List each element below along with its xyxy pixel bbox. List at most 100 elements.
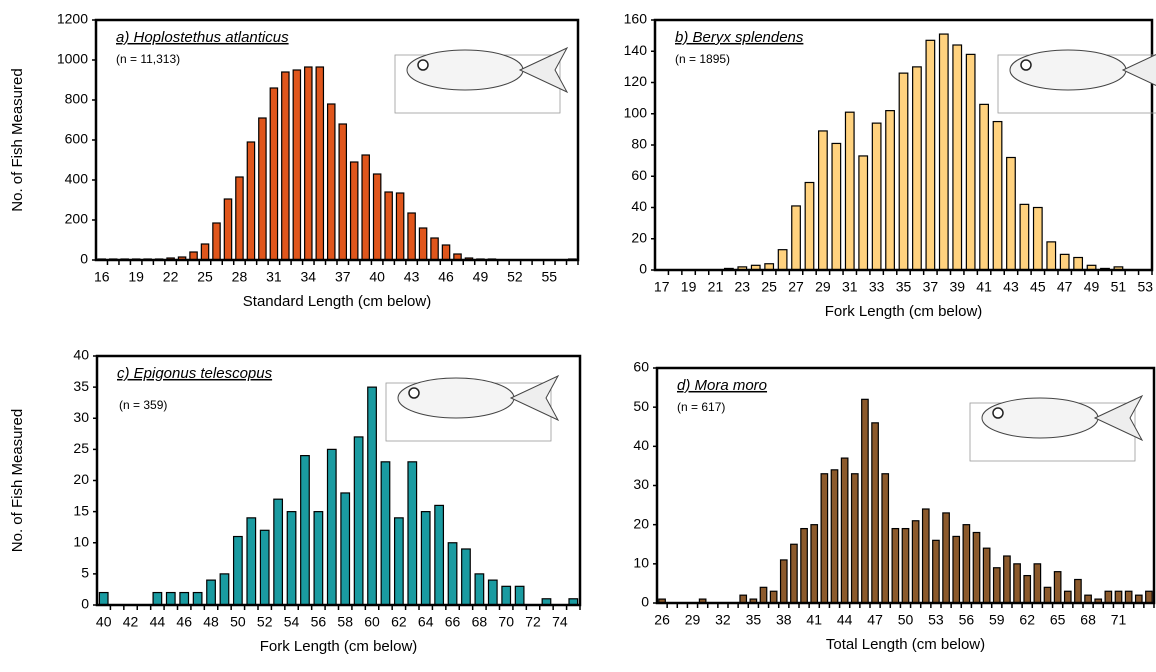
bar bbox=[407, 461, 418, 606]
x-tick-label: 56 bbox=[311, 614, 327, 630]
bar bbox=[871, 422, 879, 604]
bar bbox=[790, 543, 798, 604]
bar bbox=[200, 243, 210, 261]
x-axis-label: Fork Length (cm below) bbox=[825, 303, 983, 320]
sample-size: (n = 11,313) bbox=[116, 52, 180, 66]
x-tick-label: 37 bbox=[335, 269, 351, 285]
x-tick-label: 72 bbox=[525, 614, 541, 630]
bar bbox=[232, 535, 243, 606]
fish-tail bbox=[518, 46, 569, 94]
x-tick-label: 21 bbox=[708, 279, 724, 295]
bar bbox=[292, 69, 302, 261]
bar bbox=[315, 66, 325, 261]
x-tick-label: 26 bbox=[654, 612, 670, 628]
bar bbox=[219, 573, 230, 606]
bar bbox=[901, 527, 910, 604]
bar bbox=[1059, 253, 1070, 271]
bar bbox=[246, 517, 257, 606]
x-tick-label: 44 bbox=[150, 614, 166, 630]
x-tick-label: 46 bbox=[176, 614, 192, 630]
x-tick-label: 25 bbox=[197, 269, 213, 285]
bar bbox=[759, 586, 768, 604]
bar bbox=[942, 512, 950, 604]
bar bbox=[861, 398, 869, 604]
x-tick-label: 43 bbox=[404, 269, 420, 285]
y-tick-label: 35 bbox=[73, 378, 89, 394]
bar bbox=[514, 585, 525, 606]
x-tick-label: 74 bbox=[552, 614, 568, 630]
y-tick-label: 100 bbox=[624, 104, 648, 120]
x-tick-label: 65 bbox=[1050, 612, 1066, 628]
plot-frame bbox=[653, 18, 1154, 272]
x-tick-label: 38 bbox=[776, 612, 792, 628]
bar bbox=[326, 448, 337, 606]
y-tick-label: 0 bbox=[81, 596, 89, 612]
bar bbox=[831, 142, 842, 271]
bar bbox=[912, 66, 922, 271]
y-tick-label: 20 bbox=[633, 515, 649, 531]
y-tick-label: 120 bbox=[624, 73, 648, 89]
bar bbox=[898, 72, 909, 271]
x-tick-label: 62 bbox=[391, 614, 407, 630]
plot-frame bbox=[95, 354, 582, 607]
bar bbox=[447, 542, 458, 606]
y-tick-label: 20 bbox=[631, 229, 647, 245]
bar bbox=[212, 222, 221, 261]
bar bbox=[1046, 241, 1057, 271]
bar bbox=[982, 547, 991, 604]
bar bbox=[932, 539, 940, 604]
x-tick-label: 33 bbox=[869, 279, 885, 295]
y-tick-label: 600 bbox=[65, 131, 89, 147]
x-tick-label: 25 bbox=[761, 279, 777, 295]
bar bbox=[246, 141, 256, 261]
bar bbox=[1043, 586, 1052, 604]
x-axis-label: Total Length (cm below) bbox=[826, 636, 985, 653]
y-tick-label: 30 bbox=[633, 476, 649, 492]
y-tick-label: 20 bbox=[73, 471, 89, 487]
x-axis-label: Fork Length (cm below) bbox=[260, 638, 418, 655]
bar bbox=[972, 531, 981, 604]
x-tick-label: 34 bbox=[301, 269, 317, 285]
panel-title: a) Hoplostethus atlanticus bbox=[116, 29, 289, 46]
bar bbox=[800, 527, 808, 604]
x-tick-label: 35 bbox=[896, 279, 912, 295]
y-tick-label: 1200 bbox=[57, 11, 88, 27]
bar bbox=[871, 122, 882, 271]
x-tick-label: 64 bbox=[418, 614, 434, 630]
x-tick-label: 22 bbox=[163, 269, 179, 285]
bar bbox=[235, 176, 244, 261]
x-tick-label: 28 bbox=[232, 269, 248, 285]
bar bbox=[1033, 563, 1042, 604]
x-tick-label: 16 bbox=[94, 269, 110, 285]
panel-title: b) Beryx splendens bbox=[675, 29, 804, 46]
fish-eye bbox=[417, 59, 429, 71]
x-tick-label: 31 bbox=[842, 279, 858, 295]
bar bbox=[349, 161, 359, 261]
x-tick-label: 66 bbox=[445, 614, 461, 630]
bar bbox=[1019, 203, 1030, 271]
bar bbox=[885, 110, 895, 271]
bar bbox=[911, 520, 920, 604]
bar bbox=[769, 590, 778, 604]
bar bbox=[992, 120, 1003, 271]
bar bbox=[393, 517, 404, 606]
bar bbox=[420, 511, 431, 606]
fish-eye bbox=[1020, 59, 1032, 71]
bar bbox=[810, 524, 819, 604]
fish-illustration bbox=[997, 49, 1156, 114]
bar bbox=[1063, 590, 1072, 604]
panel-title: c) Epigonus telescopus bbox=[117, 365, 273, 382]
y-tick-label: 400 bbox=[65, 171, 89, 187]
fish-illustration bbox=[394, 46, 569, 114]
x-tick-label: 46 bbox=[438, 269, 454, 285]
y-tick-label: 140 bbox=[624, 42, 648, 58]
x-axis-label: Standard Length (cm below) bbox=[243, 293, 431, 310]
y-tick-label: 0 bbox=[641, 594, 649, 610]
bar bbox=[921, 508, 930, 604]
panel-title: d) Mora moro bbox=[677, 377, 767, 394]
bar bbox=[1104, 590, 1113, 604]
fish-tail bbox=[509, 374, 560, 422]
x-tick-label: 44 bbox=[837, 612, 853, 628]
bar bbox=[286, 511, 297, 606]
x-tick-label: 35 bbox=[746, 612, 762, 628]
